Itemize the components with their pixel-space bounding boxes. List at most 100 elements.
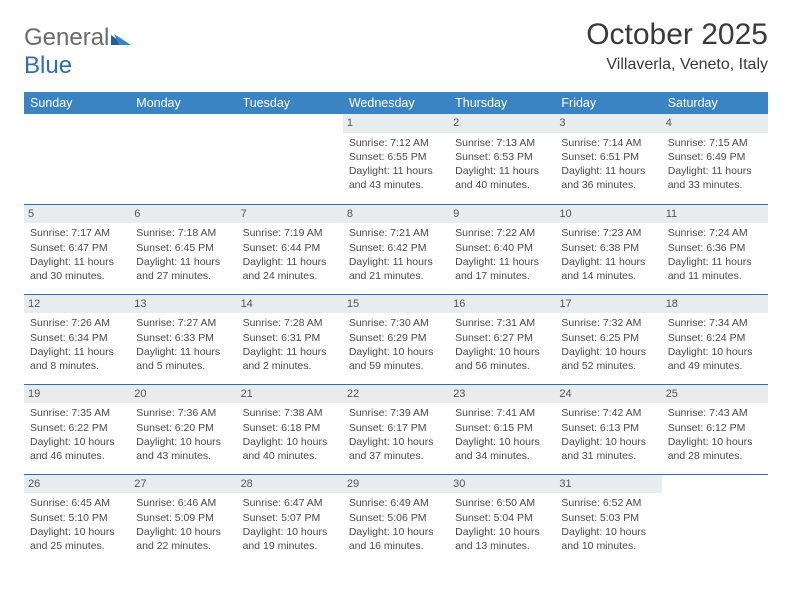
daylight-line: Daylight: 10 hours and 49 minutes. xyxy=(668,345,762,373)
calendar-cell: 27Sunrise: 6:46 AMSunset: 5:09 PMDayligh… xyxy=(130,474,236,564)
day-number: 18 xyxy=(662,295,768,314)
calendar-row: 1Sunrise: 7:12 AMSunset: 6:55 PMDaylight… xyxy=(24,114,768,204)
daylight-line: Daylight: 10 hours and 19 minutes. xyxy=(243,525,337,553)
calendar-row: 19Sunrise: 7:35 AMSunset: 6:22 PMDayligh… xyxy=(24,384,768,474)
sunset-line: Sunset: 6:17 PM xyxy=(349,421,443,435)
calendar-cell: 21Sunrise: 7:38 AMSunset: 6:18 PMDayligh… xyxy=(237,384,343,474)
day-number: 30 xyxy=(449,475,555,494)
calendar-cell: 3Sunrise: 7:14 AMSunset: 6:51 PMDaylight… xyxy=(555,114,661,204)
sunrise-line: Sunrise: 7:39 AM xyxy=(349,406,443,420)
day-number: 21 xyxy=(237,385,343,404)
sunset-line: Sunset: 6:53 PM xyxy=(455,150,549,164)
sunset-line: Sunset: 6:27 PM xyxy=(455,331,549,345)
sunset-line: Sunset: 6:15 PM xyxy=(455,421,549,435)
daylight-line: Daylight: 10 hours and 46 minutes. xyxy=(30,435,124,463)
calendar-cell: 15Sunrise: 7:30 AMSunset: 6:29 PMDayligh… xyxy=(343,294,449,384)
sunset-line: Sunset: 6:55 PM xyxy=(349,150,443,164)
logo-text: GeneralBlue xyxy=(24,24,133,80)
daylight-line: Daylight: 11 hours and 43 minutes. xyxy=(349,164,443,192)
day-number: 9 xyxy=(449,205,555,224)
calendar-cell: 28Sunrise: 6:47 AMSunset: 5:07 PMDayligh… xyxy=(237,474,343,564)
calendar-cell: 20Sunrise: 7:36 AMSunset: 6:20 PMDayligh… xyxy=(130,384,236,474)
sunrise-line: Sunrise: 7:27 AM xyxy=(136,316,230,330)
sunrise-line: Sunrise: 7:41 AM xyxy=(455,406,549,420)
day-number: 6 xyxy=(130,205,236,224)
calendar-cell: 16Sunrise: 7:31 AMSunset: 6:27 PMDayligh… xyxy=(449,294,555,384)
calendar-cell: 31Sunrise: 6:52 AMSunset: 5:03 PMDayligh… xyxy=(555,474,661,564)
daylight-line: Daylight: 10 hours and 13 minutes. xyxy=(455,525,549,553)
sunrise-line: Sunrise: 7:14 AM xyxy=(561,136,655,150)
calendar-row: 12Sunrise: 7:26 AMSunset: 6:34 PMDayligh… xyxy=(24,294,768,384)
calendar-cell: 17Sunrise: 7:32 AMSunset: 6:25 PMDayligh… xyxy=(555,294,661,384)
calendar-cell xyxy=(237,114,343,204)
daylight-line: Daylight: 11 hours and 30 minutes. xyxy=(30,255,124,283)
sunset-line: Sunset: 6:12 PM xyxy=(668,421,762,435)
day-number: 20 xyxy=(130,385,236,404)
day-number: 13 xyxy=(130,295,236,314)
day-number: 7 xyxy=(237,205,343,224)
sunrise-line: Sunrise: 7:28 AM xyxy=(243,316,337,330)
column-header: Saturday xyxy=(662,92,768,114)
daylight-line: Daylight: 11 hours and 21 minutes. xyxy=(349,255,443,283)
day-number: 14 xyxy=(237,295,343,314)
daylight-line: Daylight: 10 hours and 22 minutes. xyxy=(136,525,230,553)
sunrise-line: Sunrise: 7:15 AM xyxy=(668,136,762,150)
daylight-line: Daylight: 10 hours and 31 minutes. xyxy=(561,435,655,463)
sunset-line: Sunset: 6:36 PM xyxy=(668,241,762,255)
calendar-cell: 8Sunrise: 7:21 AMSunset: 6:42 PMDaylight… xyxy=(343,204,449,294)
sunset-line: Sunset: 6:22 PM xyxy=(30,421,124,435)
daylight-line: Daylight: 11 hours and 5 minutes. xyxy=(136,345,230,373)
daylight-line: Daylight: 10 hours and 34 minutes. xyxy=(455,435,549,463)
sunset-line: Sunset: 6:51 PM xyxy=(561,150,655,164)
sunrise-line: Sunrise: 7:35 AM xyxy=(30,406,124,420)
day-number: 24 xyxy=(555,385,661,404)
sunset-line: Sunset: 6:13 PM xyxy=(561,421,655,435)
sunset-line: Sunset: 5:07 PM xyxy=(243,511,337,525)
column-header: Thursday xyxy=(449,92,555,114)
sunrise-line: Sunrise: 7:13 AM xyxy=(455,136,549,150)
calendar-cell: 29Sunrise: 6:49 AMSunset: 5:06 PMDayligh… xyxy=(343,474,449,564)
calendar-cell: 1Sunrise: 7:12 AMSunset: 6:55 PMDaylight… xyxy=(343,114,449,204)
logo: GeneralBlue xyxy=(24,24,133,80)
day-number: 1 xyxy=(343,114,449,133)
page-title: October 2025 xyxy=(586,18,768,52)
calendar-cell: 6Sunrise: 7:18 AMSunset: 6:45 PMDaylight… xyxy=(130,204,236,294)
daylight-line: Daylight: 10 hours and 59 minutes. xyxy=(349,345,443,373)
sunset-line: Sunset: 6:20 PM xyxy=(136,421,230,435)
calendar-cell xyxy=(662,474,768,564)
calendar-cell: 4Sunrise: 7:15 AMSunset: 6:49 PMDaylight… xyxy=(662,114,768,204)
day-number: 25 xyxy=(662,385,768,404)
day-number: 11 xyxy=(662,205,768,224)
calendar-row: 26Sunrise: 6:45 AMSunset: 5:10 PMDayligh… xyxy=(24,474,768,564)
calendar-cell: 26Sunrise: 6:45 AMSunset: 5:10 PMDayligh… xyxy=(24,474,130,564)
daylight-line: Daylight: 11 hours and 14 minutes. xyxy=(561,255,655,283)
sunrise-line: Sunrise: 7:42 AM xyxy=(561,406,655,420)
sunrise-line: Sunrise: 7:43 AM xyxy=(668,406,762,420)
day-number: 15 xyxy=(343,295,449,314)
sunrise-line: Sunrise: 7:31 AM xyxy=(455,316,549,330)
calendar-table: SundayMondayTuesdayWednesdayThursdayFrid… xyxy=(24,92,768,564)
column-header: Sunday xyxy=(24,92,130,114)
calendar-cell: 24 Sunrise: 7:42 AMSunset: 6:13 PMDayligh… xyxy=(555,384,661,474)
day-number: 22 xyxy=(343,385,449,404)
calendar-cell xyxy=(24,114,130,204)
sunrise-line: Sunrise: 7:19 AM xyxy=(243,226,337,240)
daylight-line: Daylight: 11 hours and 8 minutes. xyxy=(30,345,124,373)
calendar-cell: 2Sunrise: 7:13 AMSunset: 6:53 PMDaylight… xyxy=(449,114,555,204)
daylight-line: Daylight: 10 hours and 28 minutes. xyxy=(668,435,762,463)
sunset-line: Sunset: 6:45 PM xyxy=(136,241,230,255)
day-number: 23 xyxy=(449,385,555,404)
sunrise-line: Sunrise: 7:23 AM xyxy=(561,226,655,240)
sunset-line: Sunset: 6:25 PM xyxy=(561,331,655,345)
daylight-line: Daylight: 10 hours and 37 minutes. xyxy=(349,435,443,463)
day-number: 2 xyxy=(449,114,555,133)
calendar-cell: 30Sunrise: 6:50 AMSunset: 5:04 PMDayligh… xyxy=(449,474,555,564)
sunrise-line: Sunrise: 7:30 AM xyxy=(349,316,443,330)
sunset-line: Sunset: 6:49 PM xyxy=(668,150,762,164)
calendar-row: 5Sunrise: 7:17 AMSunset: 6:47 PMDaylight… xyxy=(24,204,768,294)
sunrise-line: Sunrise: 6:52 AM xyxy=(561,496,655,510)
calendar-cell: 25 Sunrise: 7:43 AMSunset: 6:12 PMDayligh… xyxy=(662,384,768,474)
daylight-line: Daylight: 11 hours and 33 minutes. xyxy=(668,164,762,192)
daylight-line: Daylight: 11 hours and 11 minutes. xyxy=(668,255,762,283)
day-number: 28 xyxy=(237,475,343,494)
